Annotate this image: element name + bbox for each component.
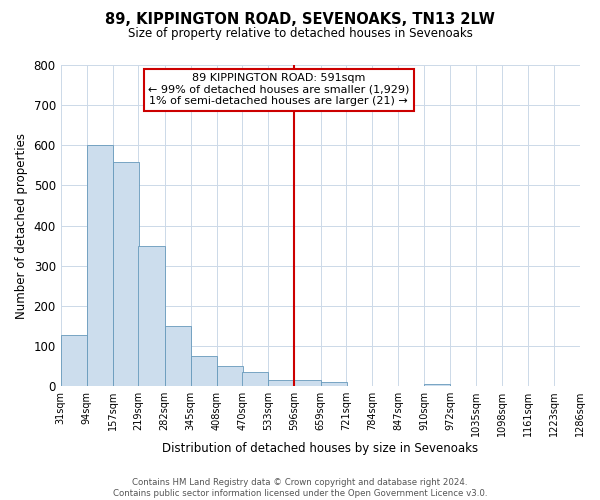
Y-axis label: Number of detached properties: Number of detached properties xyxy=(15,132,28,318)
Bar xyxy=(87,146,113,386)
X-axis label: Distribution of detached houses by size in Sevenoaks: Distribution of detached houses by size … xyxy=(162,442,478,455)
Bar xyxy=(268,380,295,386)
Bar xyxy=(139,246,164,386)
Bar xyxy=(295,380,320,386)
Text: Size of property relative to detached houses in Sevenoaks: Size of property relative to detached ho… xyxy=(128,28,472,40)
Text: 89, KIPPINGTON ROAD, SEVENOAKS, TN13 2LW: 89, KIPPINGTON ROAD, SEVENOAKS, TN13 2LW xyxy=(105,12,495,28)
Bar xyxy=(113,162,139,386)
Bar xyxy=(217,366,243,386)
Bar xyxy=(320,382,347,386)
Bar xyxy=(424,384,451,386)
Bar xyxy=(164,326,191,386)
Text: 89 KIPPINGTON ROAD: 591sqm
← 99% of detached houses are smaller (1,929)
1% of se: 89 KIPPINGTON ROAD: 591sqm ← 99% of deta… xyxy=(148,73,409,106)
Bar xyxy=(191,356,217,386)
Text: Contains HM Land Registry data © Crown copyright and database right 2024.
Contai: Contains HM Land Registry data © Crown c… xyxy=(113,478,487,498)
Bar xyxy=(242,372,268,386)
Bar xyxy=(61,334,87,386)
